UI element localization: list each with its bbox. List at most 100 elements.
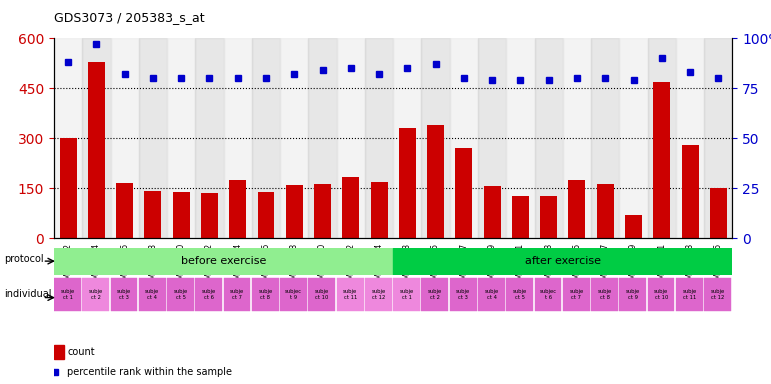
- Bar: [173, 192, 190, 238]
- Text: subje
ct 3: subje ct 3: [456, 289, 470, 300]
- FancyBboxPatch shape: [167, 278, 194, 311]
- Bar: [201, 193, 218, 238]
- FancyBboxPatch shape: [591, 278, 618, 311]
- Bar: [59, 138, 76, 238]
- Bar: [676, 38, 704, 238]
- Text: subje
ct 9: subje ct 9: [626, 289, 640, 300]
- Text: subje
ct 1: subje ct 1: [60, 289, 75, 300]
- Text: after exercise: after exercise: [525, 256, 601, 266]
- Text: count: count: [68, 347, 95, 357]
- Text: subjec
t 9: subjec t 9: [285, 289, 302, 300]
- Bar: [563, 38, 591, 238]
- Text: subje
ct 2: subje ct 2: [89, 289, 103, 300]
- Bar: [393, 38, 422, 238]
- FancyBboxPatch shape: [507, 278, 533, 311]
- Bar: [710, 188, 727, 238]
- FancyBboxPatch shape: [54, 278, 81, 311]
- Bar: [258, 192, 274, 238]
- Bar: [540, 197, 557, 238]
- Text: subje
ct 6: subje ct 6: [202, 289, 216, 300]
- FancyBboxPatch shape: [648, 278, 675, 311]
- Text: before exercise: before exercise: [181, 256, 266, 266]
- FancyBboxPatch shape: [337, 278, 363, 311]
- Bar: [195, 38, 224, 238]
- Bar: [308, 38, 337, 238]
- FancyBboxPatch shape: [422, 278, 448, 311]
- FancyBboxPatch shape: [82, 278, 109, 311]
- Bar: [625, 215, 642, 238]
- Text: subje
ct 12: subje ct 12: [711, 289, 725, 300]
- Bar: [399, 128, 416, 238]
- Text: subje
ct 5: subje ct 5: [173, 289, 188, 300]
- Text: subje
ct 3: subje ct 3: [117, 289, 131, 300]
- Text: subje
ct 12: subje ct 12: [372, 289, 386, 300]
- Bar: [314, 184, 331, 238]
- Text: subje
ct 4: subje ct 4: [145, 289, 160, 300]
- FancyBboxPatch shape: [54, 248, 393, 275]
- FancyBboxPatch shape: [393, 248, 732, 275]
- Text: subje
ct 8: subje ct 8: [258, 289, 273, 300]
- Bar: [144, 192, 161, 238]
- Bar: [116, 183, 133, 238]
- Text: protocol: protocol: [4, 254, 43, 264]
- Bar: [512, 197, 529, 238]
- Bar: [682, 145, 699, 238]
- FancyBboxPatch shape: [252, 278, 279, 311]
- Text: subje
ct 11: subje ct 11: [682, 289, 697, 300]
- FancyBboxPatch shape: [393, 278, 420, 311]
- Text: subje
ct 1: subje ct 1: [399, 289, 414, 300]
- FancyBboxPatch shape: [110, 278, 137, 311]
- Bar: [456, 148, 473, 238]
- Text: subjec
t 6: subjec t 6: [540, 289, 557, 300]
- Bar: [534, 38, 563, 238]
- FancyBboxPatch shape: [139, 278, 166, 311]
- Bar: [449, 38, 478, 238]
- Text: GDS3073 / 205383_s_at: GDS3073 / 205383_s_at: [54, 12, 204, 25]
- FancyBboxPatch shape: [365, 278, 392, 311]
- Bar: [54, 345, 63, 359]
- Bar: [88, 62, 105, 238]
- Bar: [139, 38, 167, 238]
- Bar: [597, 184, 614, 238]
- Bar: [252, 38, 280, 238]
- Bar: [648, 38, 676, 238]
- Bar: [337, 38, 365, 238]
- Text: subje
ct 11: subje ct 11: [343, 289, 358, 300]
- FancyBboxPatch shape: [280, 278, 307, 311]
- Text: subje
ct 8: subje ct 8: [598, 289, 612, 300]
- FancyBboxPatch shape: [308, 278, 335, 311]
- Bar: [422, 38, 449, 238]
- Bar: [365, 38, 393, 238]
- FancyBboxPatch shape: [704, 278, 731, 311]
- FancyBboxPatch shape: [676, 278, 702, 311]
- Bar: [229, 180, 246, 238]
- Bar: [82, 38, 110, 238]
- Bar: [653, 82, 670, 238]
- Bar: [704, 38, 732, 238]
- FancyBboxPatch shape: [563, 278, 590, 311]
- Bar: [54, 38, 82, 238]
- Text: subje
ct 10: subje ct 10: [315, 289, 329, 300]
- FancyBboxPatch shape: [224, 278, 251, 311]
- Text: subje
ct 10: subje ct 10: [654, 289, 668, 300]
- Text: subje
ct 5: subje ct 5: [513, 289, 527, 300]
- Bar: [280, 38, 308, 238]
- Text: subje
ct 7: subje ct 7: [230, 289, 244, 300]
- Text: percentile rank within the sample: percentile rank within the sample: [68, 367, 233, 377]
- FancyBboxPatch shape: [195, 278, 222, 311]
- Bar: [478, 38, 507, 238]
- Bar: [342, 177, 359, 238]
- Text: subje
ct 4: subje ct 4: [484, 289, 499, 300]
- FancyBboxPatch shape: [619, 278, 646, 311]
- Bar: [224, 38, 252, 238]
- Bar: [110, 38, 139, 238]
- FancyBboxPatch shape: [534, 278, 561, 311]
- Bar: [371, 182, 388, 238]
- FancyBboxPatch shape: [449, 278, 476, 311]
- Bar: [167, 38, 195, 238]
- Text: subje
ct 7: subje ct 7: [569, 289, 584, 300]
- Bar: [427, 125, 444, 238]
- Bar: [483, 187, 500, 238]
- Bar: [568, 180, 585, 238]
- Text: subje
ct 2: subje ct 2: [428, 289, 443, 300]
